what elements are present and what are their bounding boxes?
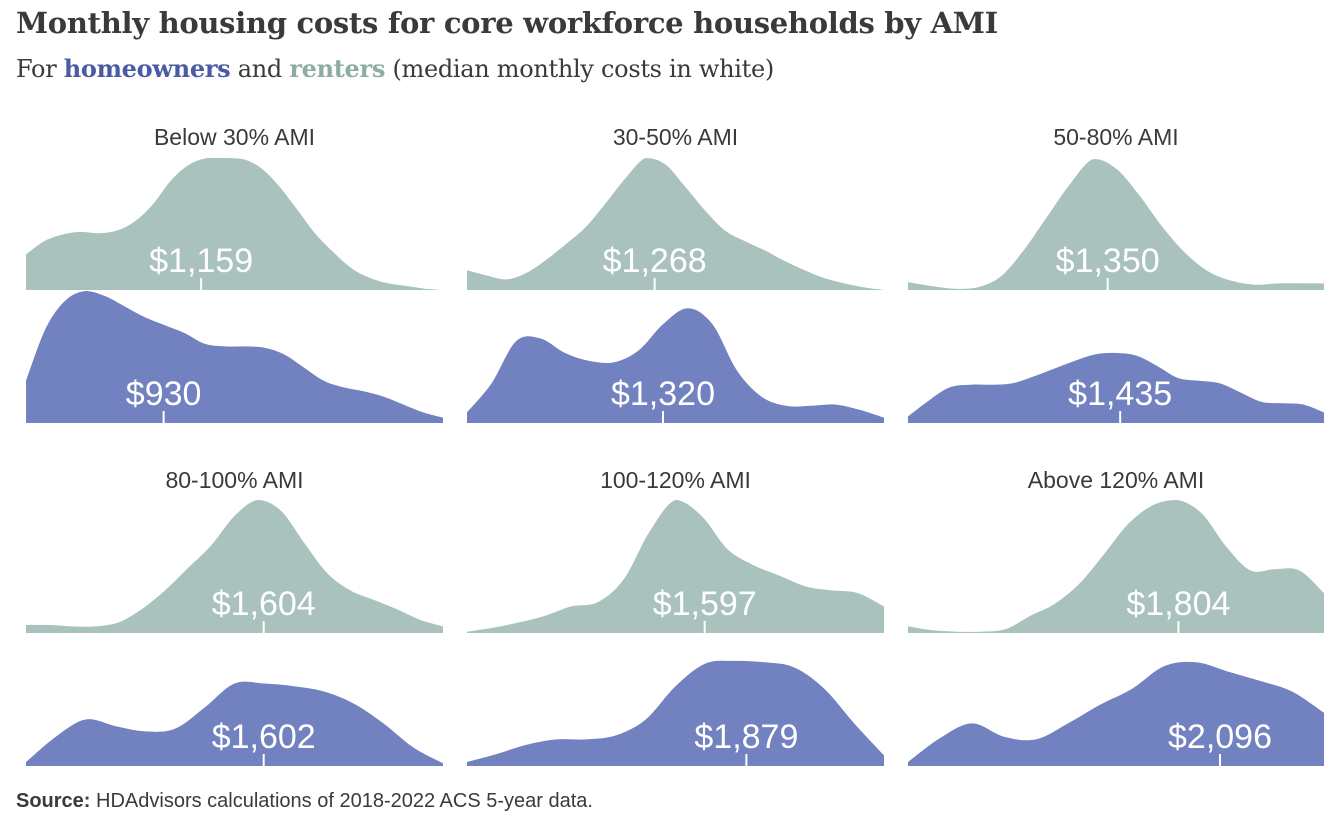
renters-median-label-100-120-ami: $1,597 (653, 585, 757, 623)
renters-median-label-80-100-ami: $1,604 (212, 585, 316, 623)
homeowners-median-label-above-120-ami: $2,096 (1168, 718, 1272, 756)
source-label: Source: (16, 790, 91, 812)
renters-median-label-below-30-ami: $1,159 (149, 242, 253, 280)
homeowners-density-50-80-ami (908, 352, 1324, 423)
renters-median-label-50-80-ami: $1,350 (1056, 242, 1160, 280)
chart-subtitle: For homeowners and renters (median month… (16, 54, 774, 83)
homeowners-density-below-30-ami (26, 291, 443, 423)
panel-title-above-120-ami: Above 120% AMI (1028, 467, 1204, 493)
homeowners-median-label-below-30-ami: $930 (126, 375, 202, 413)
chart-title: Monthly housing costs for core workforce… (16, 6, 998, 40)
renters-density-50-80-ami (908, 159, 1324, 290)
panel-title-below-30-ami: Below 30% AMI (154, 124, 315, 150)
renters-density-80-100-ami (26, 500, 443, 633)
renters-density-100-120-ami (467, 500, 884, 633)
panel-title-100-120-ami: 100-120% AMI (600, 467, 751, 493)
homeowners-median-label-30-50-ami: $1,320 (611, 375, 715, 413)
homeowners-density-100-120-ami (467, 660, 884, 766)
homeowners-median-label-80-100-ami: $1,602 (212, 718, 316, 756)
panel-title-30-50-ami: 30-50% AMI (613, 124, 738, 150)
subtitle-renters: renters (289, 54, 386, 83)
homeowners-density-80-100-ami (26, 681, 443, 766)
subtitle-middle: and (237, 55, 283, 83)
renters-density-30-50-ami (467, 158, 884, 290)
homeowners-median-label-50-80-ami: $1,435 (1068, 375, 1172, 413)
renters-density-above-120-ami (908, 500, 1324, 633)
panel-title-50-80-ami: 50-80% AMI (1053, 124, 1178, 150)
homeowners-density-30-50-ami (467, 308, 884, 423)
homeowners-density-above-120-ami (908, 661, 1324, 766)
renters-density-below-30-ami (26, 158, 443, 290)
subtitle-suffix: (median monthly costs in white) (392, 55, 774, 83)
renters-median-label-30-50-ami: $1,268 (603, 242, 707, 280)
panel-title-80-100-ami: 80-100% AMI (165, 467, 303, 493)
renters-median-label-above-120-ami: $1,804 (1126, 585, 1230, 623)
homeowners-median-label-100-120-ami: $1,879 (694, 718, 798, 756)
source-note: Source: HDAdvisors calculations of 2018-… (16, 790, 593, 813)
subtitle-homeowners: homeowners (63, 54, 231, 83)
subtitle-prefix: For (16, 55, 57, 83)
source-text: HDAdvisors calculations of 2018-2022 ACS… (96, 790, 593, 812)
